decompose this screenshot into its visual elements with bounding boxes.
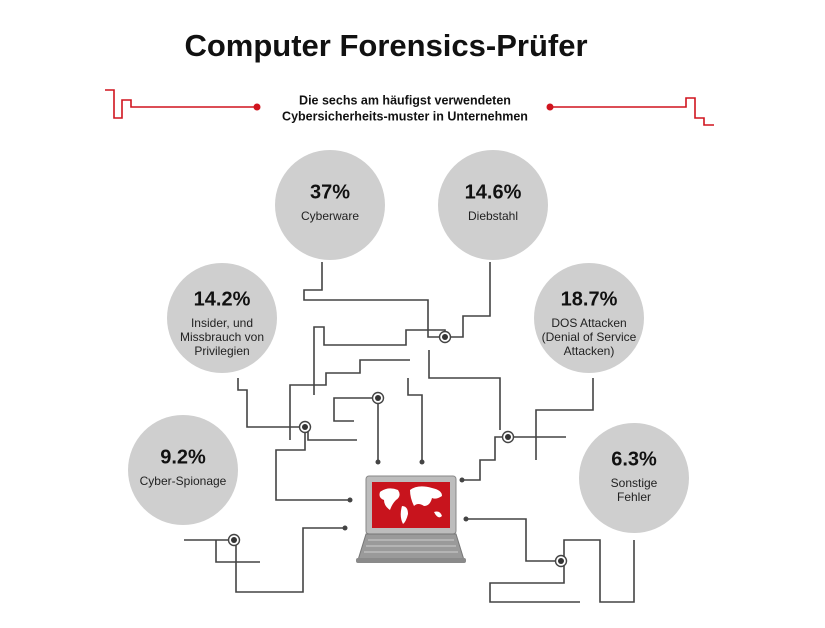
subtitle-line: Cybersicherheits-muster in Unternehmen (282, 109, 528, 123)
stat-label: Cyber-Spionage (140, 474, 227, 488)
nodes: 37% Cyberware 14.6% Diebstahl 14.2% Insider, … (128, 150, 689, 533)
stat-label: Privilegien (194, 344, 249, 358)
junction-dot (558, 558, 564, 564)
stat-circle (128, 415, 238, 525)
stat-label: (Denial of Service (542, 330, 637, 344)
decoration-left (105, 89, 261, 119)
laptop-icon (356, 475, 466, 563)
circuit-wires (184, 262, 635, 603)
stat-label: Insider, und (191, 316, 253, 330)
junction-dot (375, 395, 381, 401)
stat-node: 37% Cyberware (275, 150, 385, 260)
stat-label: Diebstahl (468, 209, 518, 223)
stat-node: 18.7% DOS Attacken(Denial of ServiceAttac… (534, 263, 644, 373)
junction-dots (227, 330, 568, 568)
stat-circle (275, 150, 385, 260)
stat-circle (167, 263, 277, 373)
stat-value: 14.6% (465, 181, 522, 203)
stat-node: 14.6% Diebstahl (438, 150, 548, 260)
stat-value: 37% (310, 181, 350, 203)
stat-circle (438, 150, 548, 260)
stat-node: 9.2% Cyber-Spionage (128, 415, 238, 525)
stat-label: DOS Attacken (551, 316, 626, 330)
stat-value: 14.2% (194, 288, 251, 310)
junction-dot (302, 424, 308, 430)
junction-dot (505, 434, 511, 440)
stat-value: 18.7% (561, 288, 618, 310)
title: Computer Forensics-Prüfer (184, 28, 587, 63)
stat-label: Fehler (617, 490, 651, 504)
junction-dot (231, 537, 237, 543)
stat-label: Missbrauch von (180, 330, 264, 344)
stat-label: Cyberware (301, 209, 359, 223)
junction-dot (442, 334, 448, 340)
stat-label: Attacken) (564, 344, 615, 358)
stat-circle (534, 263, 644, 373)
stat-circle (579, 423, 689, 533)
stat-value: 6.3% (611, 448, 657, 470)
stat-label: Sonstige (611, 476, 658, 490)
subtitle-line: Die sechs am häufigst verwendeten (299, 93, 511, 107)
decoration-right (546, 97, 714, 126)
stat-value: 9.2% (160, 446, 206, 468)
